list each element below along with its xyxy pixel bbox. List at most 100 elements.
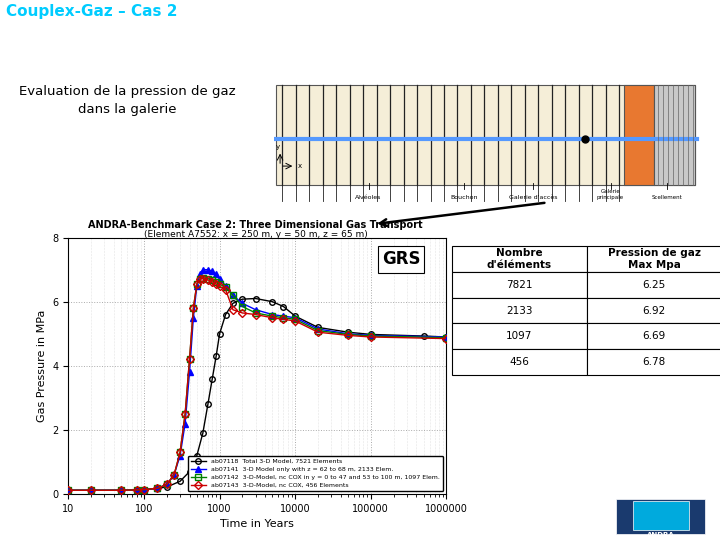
Text: ANDRA-Benchmark Case 2: Three Dimensional Gas Transport: ANDRA-Benchmark Case 2: Three Dimensiona… [89, 219, 423, 230]
ab07118  Total 3-D Model, 7521 Elements [279, 303, 288, 310]
ab07142  3-D-Model, nc COX in y = 0 to 47 and 53 to 100 m, 1097 Elem. [64, 487, 73, 494]
Line: ab07143  3-D-Model, nc COX, 456 Elements: ab07143 3-D-Model, nc COX, 456 Elements [66, 276, 449, 493]
ab07118  Total 3-D Model, 7521 Elements [199, 430, 207, 436]
ab07142  3-D-Model, nc COX in y = 0 to 47 and 53 to 100 m, 1097 Elem. [87, 487, 96, 494]
ab07118  Total 3-D Model, 7521 Elements [228, 300, 237, 307]
ab07143  3-D-Model, nc COX, 456 Elements [192, 281, 201, 287]
ab07118  Total 3-D Model, 7521 Elements [221, 311, 230, 318]
ab07143  3-D-Model, nc COX, 456 Elements [238, 310, 247, 316]
ab07141  3-D Model only with z = 62 to 68 m, 2133 Elem. [170, 471, 179, 478]
ab07142  3-D-Model, nc COX in y = 0 to 47 and 53 to 100 m, 1097 Elem. [196, 276, 204, 282]
ab07118  Total 3-D Model, 7521 Elements [117, 487, 125, 494]
ab07118  Total 3-D Model, 7521 Elements [291, 313, 300, 319]
ab07141  3-D Model only with z = 62 to 68 m, 2133 Elem. [185, 369, 194, 375]
ab07141  3-D Model only with z = 62 to 68 m, 2133 Elem. [279, 313, 288, 319]
ab07118  Total 3-D Model, 7521 Elements [176, 478, 184, 484]
ab07142  3-D-Model, nc COX in y = 0 to 47 and 53 to 100 m, 1097 Elem. [251, 310, 260, 316]
ab07141  3-D Model only with z = 62 to 68 m, 2133 Elem. [212, 271, 220, 278]
ab07141  3-D Model only with z = 62 to 68 m, 2133 Elem. [87, 487, 96, 494]
ab07118  Total 3-D Model, 7521 Elements [238, 296, 247, 302]
ab07141  3-D Model only with z = 62 to 68 m, 2133 Elem. [196, 271, 204, 278]
ab07141  3-D Model only with z = 62 to 68 m, 2133 Elem. [132, 487, 141, 493]
Line: ab07118  Total 3-D Model, 7521 Elements: ab07118 Total 3-D Model, 7521 Elements [66, 296, 449, 493]
ab07142  3-D-Model, nc COX in y = 0 to 47 and 53 to 100 m, 1097 Elem. [366, 333, 375, 339]
ab07142  3-D-Model, nc COX in y = 0 to 47 and 53 to 100 m, 1097 Elem. [343, 331, 352, 338]
ab07141  3-D Model only with z = 62 to 68 m, 2133 Elem. [208, 268, 217, 274]
Text: Couplex-Gaz – Cas 2: Couplex-Gaz – Cas 2 [6, 4, 177, 19]
ab07141  3-D Model only with z = 62 to 68 m, 2133 Elem. [163, 481, 171, 488]
ab07141  3-D Model only with z = 62 to 68 m, 2133 Elem. [442, 334, 451, 340]
ab07143  3-D-Model, nc COX, 456 Elements [87, 487, 96, 494]
ab07118  Total 3-D Model, 7521 Elements [64, 487, 73, 494]
ab07143  3-D-Model, nc COX, 456 Elements [181, 411, 189, 417]
ab07142  3-D-Model, nc COX in y = 0 to 47 and 53 to 100 m, 1097 Elem. [132, 487, 141, 493]
ab07142  3-D-Model, nc COX in y = 0 to 47 and 53 to 100 m, 1097 Elem. [117, 487, 125, 494]
Bar [624, 85, 654, 185]
ab07142  3-D-Model, nc COX in y = 0 to 47 and 53 to 100 m, 1097 Elem. [268, 313, 276, 319]
ab07141  3-D Model only with z = 62 to 68 m, 2133 Elem. [199, 266, 207, 273]
ab07141  3-D Model only with z = 62 to 68 m, 2133 Elem. [215, 276, 224, 282]
ab07143  3-D-Model, nc COX, 456 Elements [64, 487, 73, 494]
ab07141  3-D Model only with z = 62 to 68 m, 2133 Elem. [140, 487, 148, 493]
ab07143  3-D-Model, nc COX, 456 Elements [212, 281, 220, 287]
ab07118  Total 3-D Model, 7521 Elements [163, 484, 171, 490]
ab07141  3-D Model only with z = 62 to 68 m, 2133 Elem. [221, 282, 230, 289]
Text: GRS: GRS [382, 251, 420, 268]
Text: Galerie
principale: Galerie principale [597, 189, 624, 200]
ab07142  3-D-Model, nc COX in y = 0 to 47 and 53 to 100 m, 1097 Elem. [181, 411, 189, 417]
ab07142  3-D-Model, nc COX in y = 0 to 47 and 53 to 100 m, 1097 Elem. [442, 334, 451, 341]
ab07143  3-D-Model, nc COX, 456 Elements [176, 449, 184, 456]
Text: Evaluation de la pression de gaz
dans la galerie: Evaluation de la pression de gaz dans la… [19, 85, 235, 116]
ab07143  3-D-Model, nc COX, 456 Elements [185, 356, 194, 363]
ab07118  Total 3-D Model, 7521 Elements [153, 485, 161, 491]
ab07143  3-D-Model, nc COX, 456 Elements [153, 485, 161, 491]
ab07143  3-D-Model, nc COX, 456 Elements [170, 471, 179, 478]
ab07143  3-D-Model, nc COX, 456 Elements [199, 275, 207, 282]
ab07143  3-D-Model, nc COX, 456 Elements [268, 314, 276, 321]
ab07142  3-D-Model, nc COX in y = 0 to 47 and 53 to 100 m, 1097 Elem. [212, 279, 220, 285]
ab07143  3-D-Model, nc COX, 456 Elements [442, 335, 451, 342]
ab07141  3-D Model only with z = 62 to 68 m, 2133 Elem. [176, 453, 184, 459]
ab07142  3-D-Model, nc COX in y = 0 to 47 and 53 to 100 m, 1097 Elem. [192, 281, 201, 287]
ab07118  Total 3-D Model, 7521 Elements [314, 324, 323, 330]
ab07141  3-D Model only with z = 62 to 68 m, 2133 Elem. [366, 332, 375, 339]
ab07143  3-D-Model, nc COX, 456 Elements [343, 332, 352, 339]
Line: ab07142  3-D-Model, nc COX in y = 0 to 47 and 53 to 100 m, 1097 Elem.: ab07142 3-D-Model, nc COX in y = 0 to 47… [66, 275, 449, 493]
X-axis label: Time in Years: Time in Years [220, 519, 294, 529]
ab07118  Total 3-D Model, 7521 Elements [192, 453, 201, 459]
ab07143  3-D-Model, nc COX, 456 Elements [366, 334, 375, 340]
ab07118  Total 3-D Model, 7521 Elements [212, 353, 220, 360]
Y-axis label: Gas Pressure in MPa: Gas Pressure in MPa [37, 309, 47, 422]
ab07141  3-D Model only with z = 62 to 68 m, 2133 Elem. [189, 314, 198, 321]
ab07143  3-D-Model, nc COX, 456 Elements [251, 311, 260, 318]
ab07143  3-D-Model, nc COX, 456 Elements [204, 276, 212, 283]
Bar [633, 501, 688, 530]
ab07118  Total 3-D Model, 7521 Elements [215, 330, 224, 337]
Legend: ab07118  Total 3-D Model, 7521 Elements, ab07141  3-D Model only with z = 62 to : ab07118 Total 3-D Model, 7521 Elements, … [187, 456, 444, 491]
ab07143  3-D-Model, nc COX, 456 Elements [140, 487, 148, 493]
ab07143  3-D-Model, nc COX, 456 Elements [196, 276, 204, 282]
ab07142  3-D-Model, nc COX in y = 0 to 47 and 53 to 100 m, 1097 Elem. [163, 481, 171, 488]
Text: Bouchon: Bouchon [450, 195, 477, 200]
ab07143  3-D-Model, nc COX, 456 Elements [163, 481, 171, 488]
ab07143  3-D-Model, nc COX, 456 Elements [228, 307, 237, 313]
ab07141  3-D Model only with z = 62 to 68 m, 2133 Elem. [343, 330, 352, 337]
ab07141  3-D Model only with z = 62 to 68 m, 2133 Elem. [314, 326, 323, 332]
ab07142  3-D-Model, nc COX in y = 0 to 47 and 53 to 100 m, 1097 Elem. [238, 303, 247, 310]
ab07118  Total 3-D Model, 7521 Elements [442, 334, 451, 340]
Text: (Element A7552: x = 250 m, y = 50 m, z = 65 m): (Element A7552: x = 250 m, y = 50 m, z =… [144, 230, 367, 239]
Line: ab07141  3-D Model only with z = 62 to 68 m, 2133 Elem.: ab07141 3-D Model only with z = 62 to 68… [66, 267, 449, 493]
ab07143  3-D-Model, nc COX, 456 Elements [208, 279, 217, 285]
Bar [616, 499, 706, 535]
Bar [654, 85, 695, 185]
ab07118  Total 3-D Model, 7521 Elements [251, 295, 260, 302]
ab07142  3-D-Model, nc COX in y = 0 to 47 and 53 to 100 m, 1097 Elem. [204, 275, 212, 282]
ab07142  3-D-Model, nc COX in y = 0 to 47 and 53 to 100 m, 1097 Elem. [199, 274, 207, 281]
ab07143  3-D-Model, nc COX, 456 Elements [279, 316, 288, 322]
Text: Alvéoles: Alvéoles [356, 195, 382, 200]
ab07141  3-D Model only with z = 62 to 68 m, 2133 Elem. [181, 420, 189, 427]
ab07142  3-D-Model, nc COX in y = 0 to 47 and 53 to 100 m, 1097 Elem. [215, 281, 224, 287]
ab07118  Total 3-D Model, 7521 Elements [185, 468, 194, 475]
ab07141  3-D Model only with z = 62 to 68 m, 2133 Elem. [268, 311, 276, 318]
ab07143  3-D-Model, nc COX, 456 Elements [132, 487, 141, 493]
